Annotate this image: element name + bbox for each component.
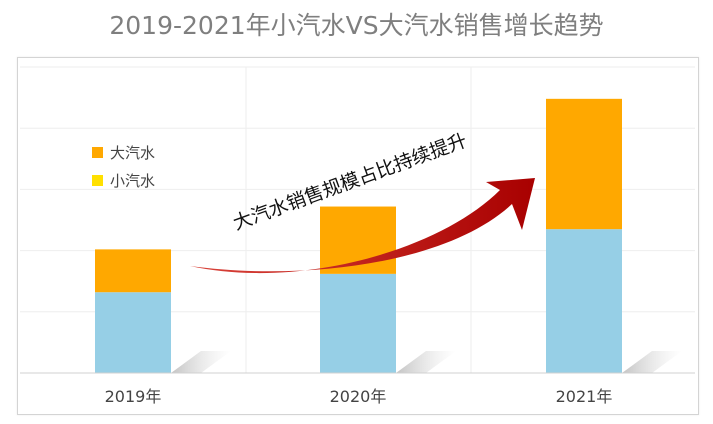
x-tick-label: 2019年 bbox=[105, 387, 162, 406]
x-tick-label: 2020年 bbox=[330, 387, 387, 406]
bar-small-1 bbox=[95, 292, 171, 373]
bar-small-2 bbox=[320, 273, 396, 373]
bar-large-3 bbox=[546, 98, 622, 230]
bar-shadow bbox=[622, 351, 682, 373]
legend-label: 大汽水 bbox=[110, 144, 155, 162]
bar-small-3 bbox=[546, 229, 622, 373]
x-tick-label: 2021年 bbox=[556, 387, 613, 406]
trend-arrow bbox=[190, 178, 535, 274]
bar-shadow bbox=[171, 351, 231, 373]
legend-swatch bbox=[92, 147, 103, 158]
bar-large-1 bbox=[95, 249, 171, 293]
legend-label: 小汽水 bbox=[110, 172, 155, 190]
legend-swatch bbox=[92, 175, 103, 186]
bar-shadow bbox=[396, 351, 456, 373]
chart-title: 2019-2021年小汽水VS大汽水销售增长趋势 bbox=[109, 11, 604, 40]
